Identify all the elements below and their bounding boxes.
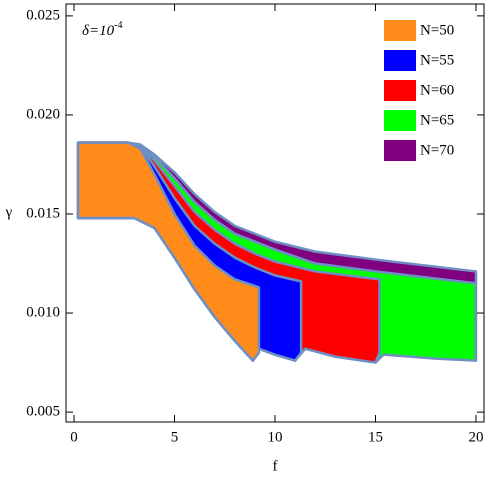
legend-swatch [384, 20, 416, 41]
legend-swatch [384, 110, 416, 131]
legend-swatch [384, 50, 416, 71]
x-tick-label: 0 [70, 429, 78, 445]
annotation-exponent: -4 [114, 20, 122, 31]
y-axis-label: γ [5, 204, 13, 220]
y-tick-label: 0.005 [26, 404, 60, 420]
legend-swatch [384, 80, 416, 101]
annotation: δ=10-4 [82, 20, 122, 39]
legend-label: N=70 [420, 142, 454, 158]
legend-label: N=55 [420, 52, 454, 68]
legend-label: N=65 [420, 112, 454, 128]
y-tick-label: 0.020 [26, 106, 60, 122]
x-tick-label: 20 [468, 429, 483, 445]
region [76, 141, 261, 362]
plot-area [76, 141, 478, 364]
legend-label: N=50 [420, 22, 454, 38]
x-axis-label: f [273, 458, 278, 474]
x-tick-label: 10 [268, 429, 283, 445]
x-tick-label: 5 [171, 429, 179, 445]
y-tick-label: 0.025 [26, 7, 60, 23]
y-tick-label: 0.015 [26, 205, 60, 221]
legend-swatch [384, 140, 416, 161]
annotation-base: δ=10 [82, 23, 115, 39]
x-tick-label: 15 [368, 429, 383, 445]
legend-label: N=60 [420, 82, 454, 98]
y-tick-label: 0.010 [26, 304, 60, 320]
